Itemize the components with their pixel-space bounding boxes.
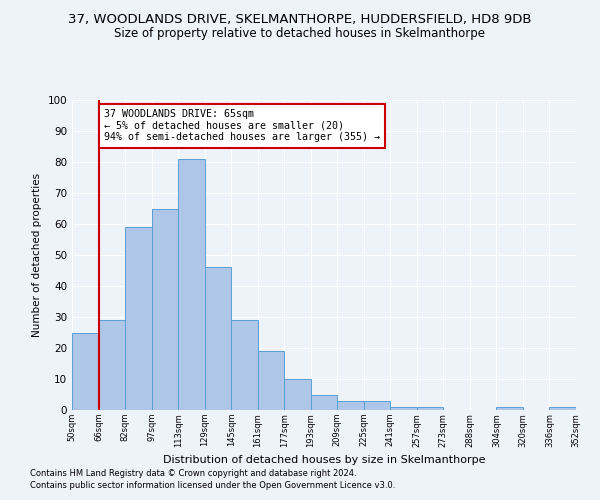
Text: 37 WOODLANDS DRIVE: 65sqm
← 5% of detached houses are smaller (20)
94% of semi-d: 37 WOODLANDS DRIVE: 65sqm ← 5% of detach… [104,110,380,142]
Text: Contains public sector information licensed under the Open Government Licence v3: Contains public sector information licen… [30,481,395,490]
Bar [364,400,391,410]
Bar [152,208,178,410]
Bar [125,227,152,410]
Bar [496,407,523,410]
Bar [337,400,364,410]
Bar [98,320,125,410]
Bar [417,407,443,410]
Bar [311,394,337,410]
Bar [391,407,417,410]
Bar [178,159,205,410]
Y-axis label: Number of detached properties: Number of detached properties [32,173,42,337]
X-axis label: Distribution of detached houses by size in Skelmanthorpe: Distribution of detached houses by size … [163,455,485,465]
Text: Size of property relative to detached houses in Skelmanthorpe: Size of property relative to detached ho… [115,28,485,40]
Text: 37, WOODLANDS DRIVE, SKELMANTHORPE, HUDDERSFIELD, HD8 9DB: 37, WOODLANDS DRIVE, SKELMANTHORPE, HUDD… [68,12,532,26]
Bar [550,407,576,410]
Bar [257,351,284,410]
Bar [205,268,231,410]
Bar [231,320,257,410]
Text: Contains HM Land Registry data © Crown copyright and database right 2024.: Contains HM Land Registry data © Crown c… [30,468,356,477]
Bar [284,379,311,410]
Bar [72,332,98,410]
